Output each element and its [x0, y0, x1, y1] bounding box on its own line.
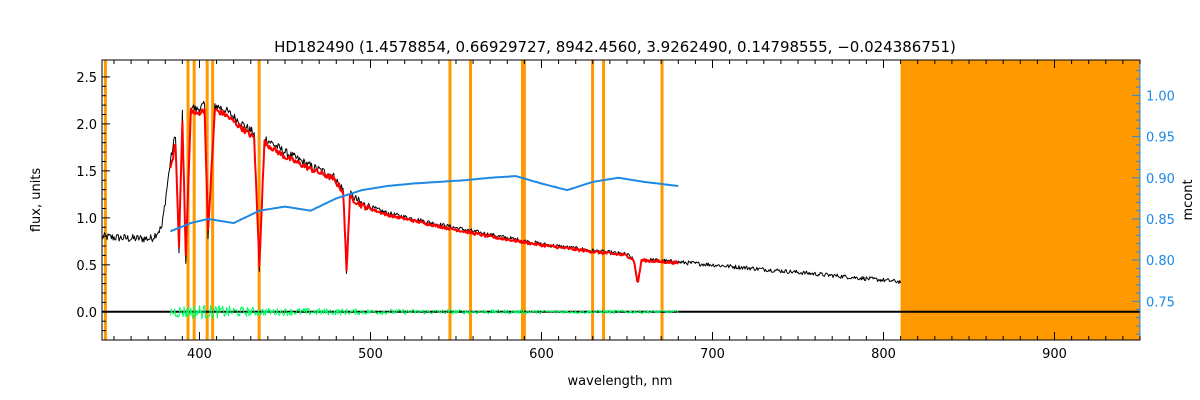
y-tick-label: 1.5: [76, 165, 97, 180]
series-observed: [101, 100, 902, 284]
x-tick-label: 900: [1042, 347, 1067, 362]
y2-tick-label: 1.00: [1146, 89, 1175, 104]
series-model: [169, 107, 680, 283]
y2-tick-label: 0.95: [1146, 131, 1175, 146]
axes-layer: 400 500 600 700 800 900 0.0 0.5 1.0 1.5 2.0 2.5 0.75…: [76, 59, 1175, 362]
y-tick-label: 2.5: [76, 71, 97, 86]
x-axis-label: wavelength, nm: [568, 374, 673, 389]
x-tick-label: 700: [700, 347, 725, 362]
y2-tick-label: 0.80: [1146, 254, 1175, 269]
series-residual: [169, 304, 679, 320]
masked-region: [900, 60, 1140, 340]
y-tick-label: 2.0: [76, 118, 97, 133]
chart-title: HD182490 (1.4578854, 0.66929727, 8942.45…: [274, 38, 956, 56]
y2-tick-label: 0.85: [1146, 213, 1175, 228]
y-tick-label: 0.0: [76, 306, 97, 321]
y2-axis-label: mcont: [1181, 179, 1196, 220]
plot-area: [101, 100, 1140, 320]
y2-tick-label: 0.75: [1146, 295, 1175, 310]
series-continuum: [170, 175, 679, 233]
y-tick-label: 0.5: [76, 259, 97, 274]
mask-layer: [103, 60, 1140, 340]
x-tick-label: 400: [187, 347, 212, 362]
x-tick-label: 600: [529, 347, 554, 362]
y-tick-label: 1.0: [76, 212, 97, 227]
y-axis-label: flux, units: [29, 168, 44, 233]
y2-tick-label: 0.90: [1146, 172, 1175, 187]
x-tick-label: 800: [871, 347, 896, 362]
x-tick-label: 500: [358, 347, 383, 362]
